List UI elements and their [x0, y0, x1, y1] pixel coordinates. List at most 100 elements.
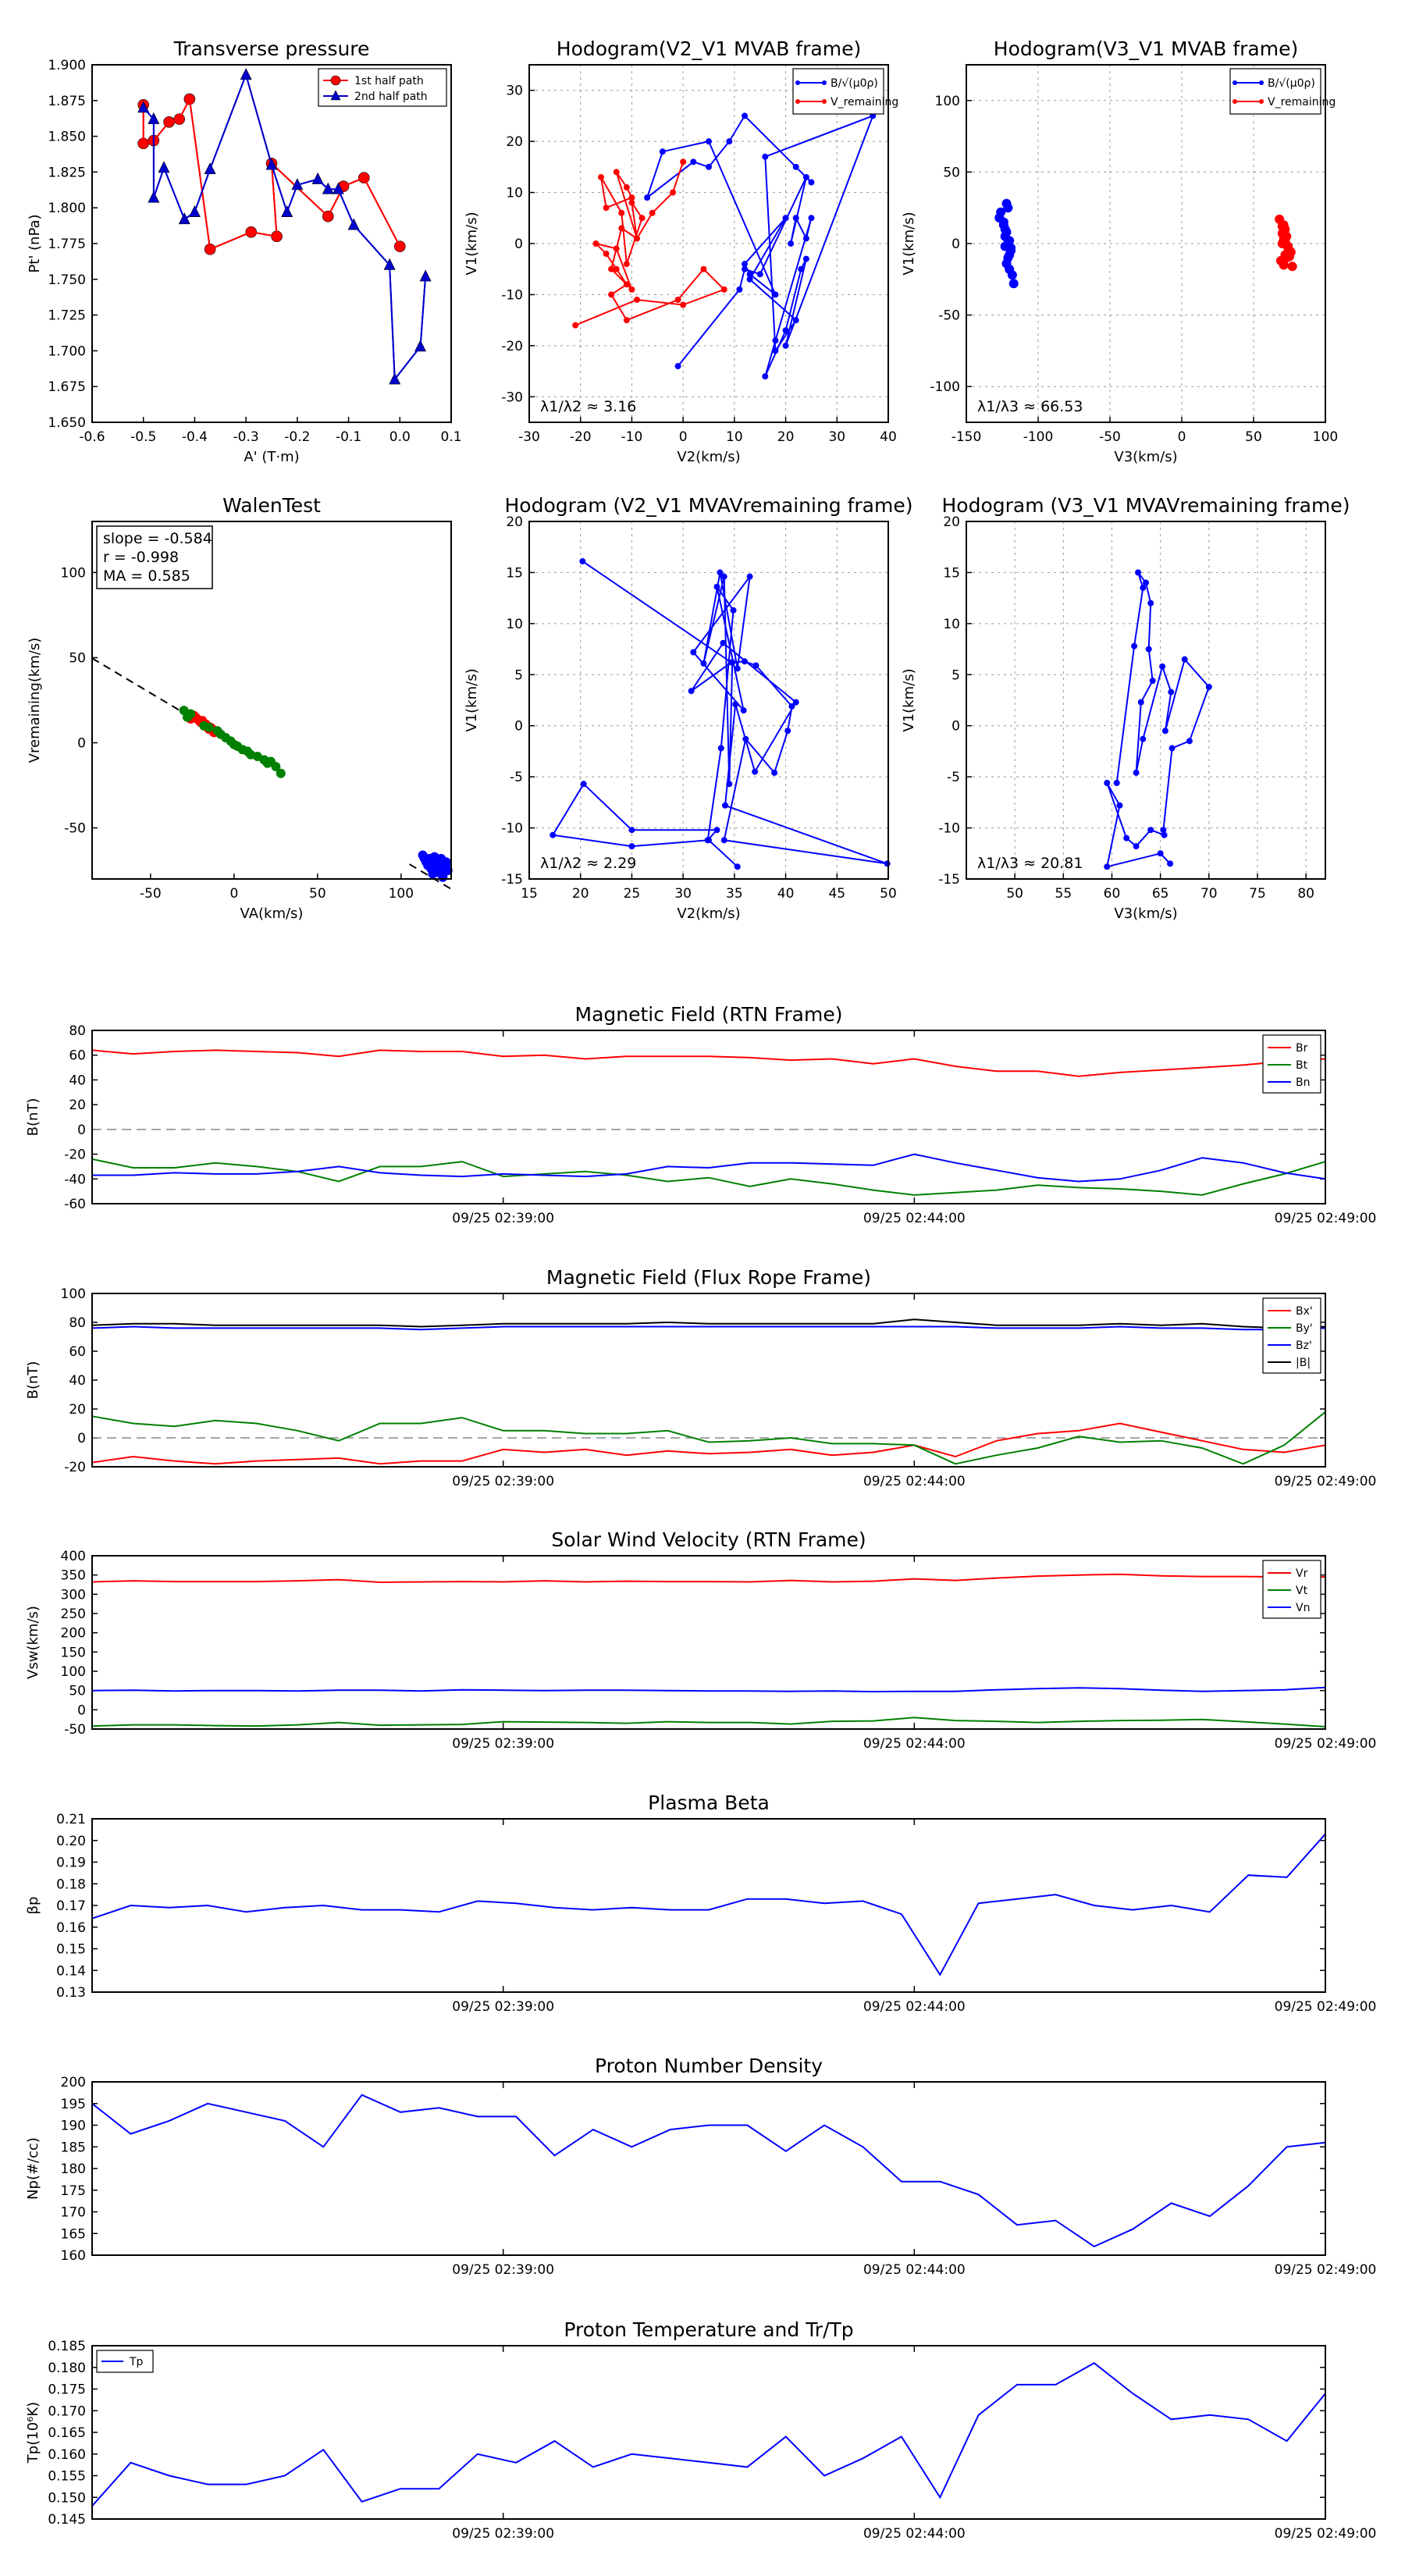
bfield_fr-series-By: [91, 1411, 1326, 1465]
hodo4-point: [1104, 863, 1111, 870]
beta-ytick-label: 0.15: [56, 1942, 86, 1958]
tp_temp-time-label: 09/25 02:39:00: [452, 2526, 554, 2542]
hodo1-point: [623, 184, 630, 191]
tp-xtick-label: -0.4: [182, 429, 208, 445]
vsw-ytick-label: 0: [77, 1703, 86, 1718]
beta-ytick-label: 0.16: [56, 1920, 86, 1936]
tp_temp-legend-label: Tp: [129, 2356, 144, 2368]
hodo1-point: [608, 291, 615, 298]
hodo3-point: [740, 707, 747, 714]
hodo1-point: [802, 173, 809, 180]
hodo1-ytick-label: -30: [501, 390, 523, 405]
hodo4-point: [1157, 850, 1164, 857]
vsw-ytick-label: -50: [64, 1722, 86, 1738]
hodo3-ylabel: V1(km/s): [464, 668, 480, 731]
beta-panel: Plasma Beta 0.13 0.14 0.15 0.16 0.17 0.18 0.19 0…: [25, 1791, 1376, 2015]
tp-ylabel: Pt' (nPa): [27, 214, 43, 272]
hodo1-point: [792, 317, 799, 324]
vsw-ytick-label: 50: [69, 1684, 86, 1699]
hodo2-point: [1287, 262, 1297, 272]
hodo3-ytick-label: 20: [506, 514, 523, 530]
hodo1-point: [628, 286, 635, 293]
walen-fit-line-tail: [409, 863, 452, 890]
hodo1-point: [772, 291, 779, 298]
bfield_rtn-legend-label: Bt: [1296, 1059, 1308, 1072]
tp_temp-series-Tp: [91, 2362, 1326, 2507]
hodo3-point: [713, 583, 720, 590]
beta-ytick-label: 0.14: [56, 1963, 86, 1979]
bfield_fr-legend-label: By': [1296, 1322, 1313, 1335]
walen-stats-box: [96, 525, 213, 589]
vsw-time-label: 09/25 02:44:00: [863, 1736, 966, 1752]
np-time-label: 09/25 02:39:00: [452, 2262, 554, 2278]
hodo4-xtick-label: 80: [1297, 886, 1314, 902]
hodo1-point: [623, 317, 630, 324]
tp-xtick-label: 0.0: [389, 429, 411, 445]
hodo4-ytick-label: 20: [943, 514, 960, 530]
tp-xlabel: A' (T·m): [244, 449, 299, 465]
np-series-Np: [91, 2094, 1326, 2248]
bfield_rtn-title: Magnetic Field (RTN Frame): [575, 1003, 843, 1026]
hodo2-xtick-label: -100: [1023, 429, 1054, 445]
tp-legend-marker: [330, 75, 341, 86]
bfield_fr-time-label: 09/25 02:39:00: [452, 1474, 554, 1489]
hodo2-ytick-label: 0: [951, 237, 960, 252]
hodo3-xtick-label: 15: [521, 886, 538, 902]
hodo2-point: [1008, 279, 1019, 289]
hodo1-xtick-label: 30: [828, 429, 845, 445]
hodo1-point: [690, 158, 697, 165]
hodo1-point: [670, 189, 676, 196]
hodo1-xlabel: V2(km/s): [677, 449, 740, 465]
bfield_rtn-legend-label: Bn: [1296, 1076, 1310, 1089]
tp_temp-frame: [91, 2345, 1326, 2520]
hodo2-point: [1000, 241, 1010, 251]
hodo4-ylabel: V1(km/s): [901, 668, 917, 731]
tp-ytick-label: 1.775: [48, 237, 86, 252]
bfield_fr-title: Magnetic Field (Flux Rope Frame): [546, 1266, 871, 1289]
walen-title: WalenTest: [222, 494, 321, 517]
hodo3-point: [771, 769, 778, 776]
np-ytick-label: 185: [61, 2140, 86, 2155]
bfield_rtn-time-label: 09/25 02:39:00: [452, 1211, 554, 1226]
hodo3-xlabel: V2(km/s): [677, 906, 740, 922]
walen-xtick-label: -50: [140, 886, 162, 902]
hodo2-ylabel: V1(km/s): [901, 212, 917, 275]
hodo3-point: [732, 701, 739, 708]
bfield_rtn-ytick-label: -40: [64, 1172, 86, 1187]
hodo4-point: [1205, 683, 1212, 690]
hodo3-point: [720, 573, 727, 580]
hodo1-point: [720, 286, 727, 293]
tp-frame: [91, 64, 452, 423]
hodo4-point: [1133, 843, 1140, 850]
hodo2-xtick-label: 0: [1178, 429, 1186, 445]
hodo1-xtick-label: 20: [777, 429, 795, 445]
hodo1-point: [613, 169, 620, 176]
bfield_fr-time-label: 09/25 02:49:00: [1275, 1474, 1377, 1489]
hodo4-point: [1140, 585, 1147, 592]
hodo3-point: [579, 558, 586, 565]
bfield_rtn-ytick-label: 80: [69, 1023, 86, 1039]
hodo1-point: [674, 363, 681, 370]
hodo1-point: [680, 158, 687, 165]
hodo1-xtick-label: 10: [726, 429, 743, 445]
np-ytick-label: 175: [61, 2183, 86, 2199]
walen-xtick-label: 50: [309, 886, 326, 902]
hodo3-ytick-label: 15: [506, 565, 523, 581]
hodo3-panel: Hodogram (V2_V1 MVAVremaining frame) 15 20…: [464, 494, 913, 922]
bfield_fr-ytick-label: 20: [69, 1402, 86, 1418]
hodo1-legend-marker: [795, 99, 800, 104]
vsw-series-Vt: [91, 1717, 1326, 1727]
beta-title: Plasma Beta: [648, 1791, 770, 1814]
bfield_rtn-time-label: 09/25 02:44:00: [863, 1211, 966, 1226]
hodo1-xtick-label: 40: [880, 429, 897, 445]
bfield_fr-ytick-label: 0: [77, 1431, 86, 1446]
hodo3-point: [717, 569, 724, 576]
np-ytick-label: 190: [61, 2119, 86, 2134]
tp-xtick-label: -0.5: [130, 429, 156, 445]
chart-layer: Transverse pressure -0.6 -0.5 -0.4 -0.3 -0.2 -…: [25, 37, 1376, 2542]
tp-ytick-label: 1.900: [48, 58, 86, 73]
np-title: Proton Number Density: [595, 2055, 823, 2077]
hodo1-point: [742, 265, 748, 272]
walen-point: [429, 852, 439, 862]
